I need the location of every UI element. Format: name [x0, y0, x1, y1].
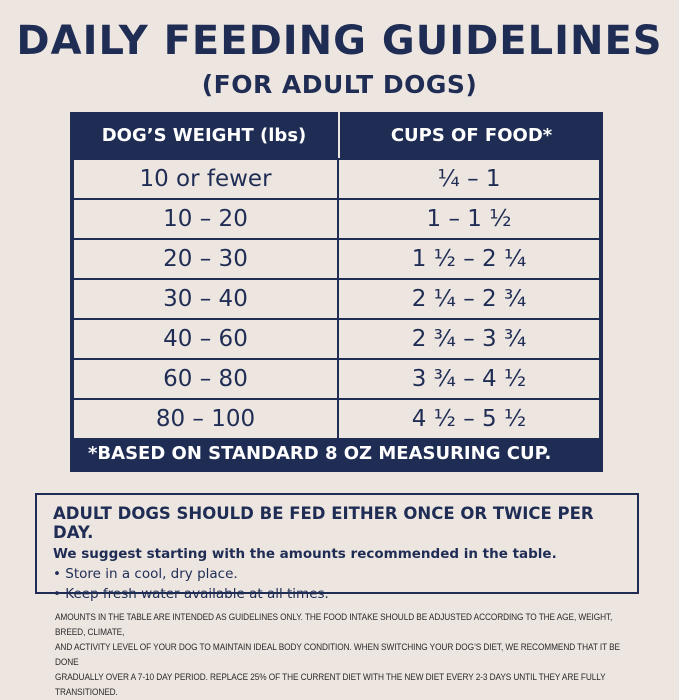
info-box: ADULT DOGS SHOULD BE FED EITHER ONCE OR …: [35, 493, 639, 602]
weight-cell: 80 – 100: [74, 400, 339, 438]
disclaimer-line: AND ACTIVITY LEVEL OF YOUR DOG TO MAINTA…: [55, 642, 620, 667]
info-bullets: Store in a cool, dry place. Keep fresh w…: [53, 566, 621, 602]
cups-cell: ¼ – 1: [437, 166, 501, 192]
weight-cell: 10 or fewer: [74, 160, 339, 198]
header-cups: CUPS OF FOOD*: [390, 124, 553, 146]
weight-cell: 30 – 40: [74, 280, 339, 318]
table-row: 80 – 100 4 ½ – 5 ½: [74, 400, 599, 438]
disclaimer: AMOUNTS IN THE TABLE ARE INTENDED AS GUI…: [55, 610, 644, 700]
page-title: DAILY FEEDING GUIDELINES: [16, 18, 663, 64]
page-subtitle: (FOR ADULT DOGS): [201, 70, 478, 99]
disclaimer-line: GRADUALLY OVER A 7-10 DAY PERIOD. REPLAC…: [55, 672, 606, 697]
bullet-item: Keep fresh water available at all times.: [53, 586, 621, 602]
table-row: 40 – 60 2 ¾ – 3 ¾: [74, 320, 599, 360]
table-row: 60 – 80 3 ¾ – 4 ½: [74, 360, 599, 400]
disclaimer-line: AMOUNTS IN THE TABLE ARE INTENDED AS GUI…: [55, 612, 613, 637]
weight-cell: 20 – 30: [74, 240, 339, 278]
header-weight: DOG’S WEIGHT (lbs): [70, 112, 340, 158]
weight-cell: 60 – 80: [74, 360, 339, 398]
table-row: 10 – 20 1 – 1 ½: [74, 200, 599, 240]
cups-cell: 1 – 1 ½: [426, 206, 512, 232]
cups-cell: 3 ¾ – 4 ½: [411, 366, 527, 392]
weight-cell: 10 – 20: [74, 200, 339, 238]
table-row: 30 – 40 2 ¼ – 2 ¾: [74, 280, 599, 320]
info-heading: ADULT DOGS SHOULD BE FED EITHER ONCE OR …: [53, 504, 594, 542]
weight-cell: 40 – 60: [74, 320, 339, 358]
bullet-item: Store in a cool, dry place.: [53, 566, 621, 582]
table-row: 10 or fewer ¼ – 1: [74, 160, 599, 200]
feeding-table: DOG’S WEIGHT (lbs) CUPS OF FOOD* 10 or f…: [70, 112, 603, 472]
cups-cell: 1 ½ – 2 ¼: [411, 246, 527, 272]
info-suggestion: We suggest starting with the amounts rec…: [53, 546, 557, 562]
table-row: 20 – 30 1 ½ – 2 ¼: [74, 240, 599, 280]
cups-cell: 4 ½ – 5 ½: [411, 406, 527, 432]
table-body: 10 or fewer ¼ – 1 10 – 20 1 – 1 ½ 20 – 30 1…: [74, 160, 599, 438]
cups-cell: 2 ¾ – 3 ¾: [411, 326, 527, 352]
table-footnote: *BASED ON STANDARD 8 OZ MEASURING CUP.: [88, 442, 552, 464]
table-header: DOG’S WEIGHT (lbs) CUPS OF FOOD*: [70, 112, 603, 158]
cups-cell: 2 ¼ – 2 ¾: [411, 286, 527, 312]
